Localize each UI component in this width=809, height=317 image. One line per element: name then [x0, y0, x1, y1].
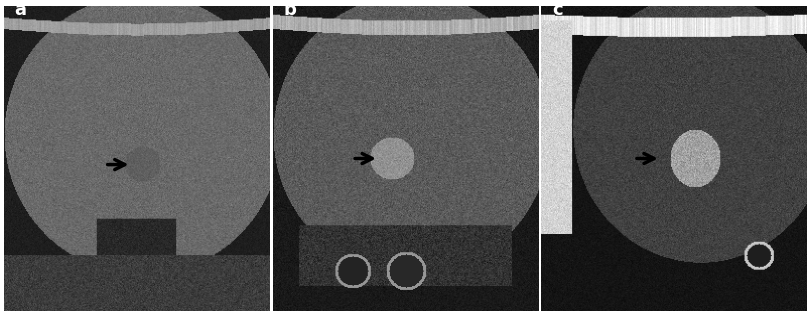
Text: b: b — [283, 1, 296, 18]
Text: c: c — [552, 1, 562, 18]
Text: a: a — [15, 1, 27, 18]
